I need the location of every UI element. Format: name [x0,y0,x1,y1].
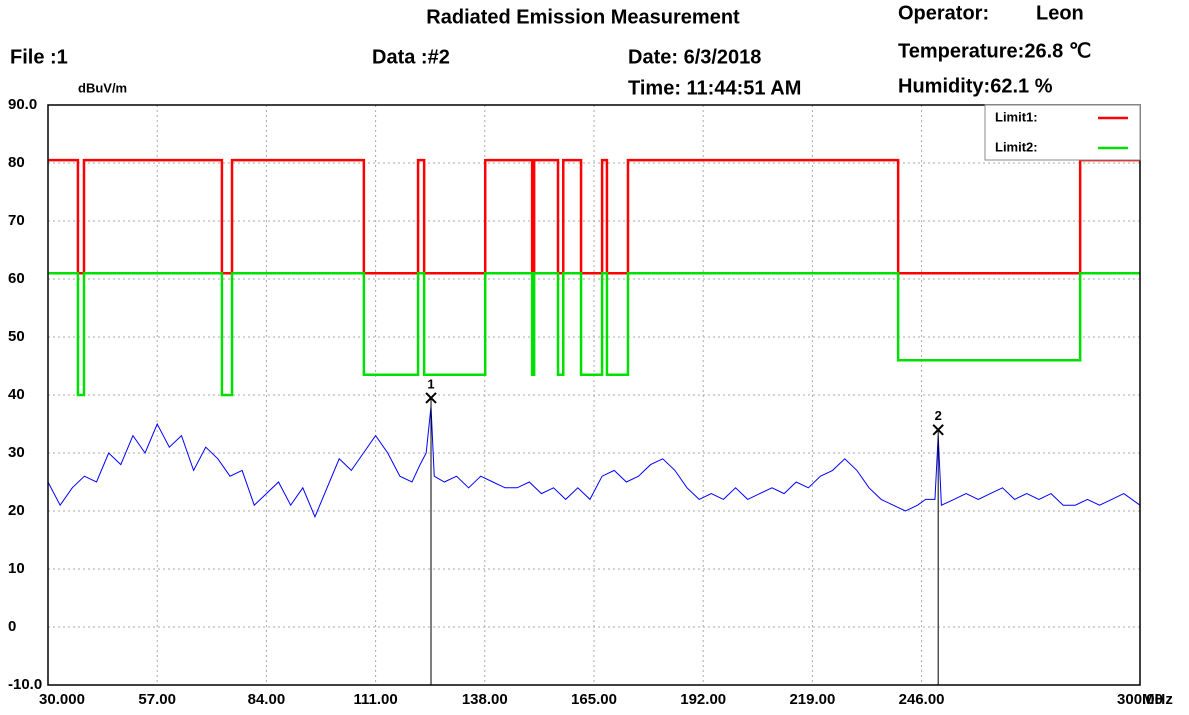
data-label: Data :#2 [372,46,450,68]
y-tick-label: 10 [8,560,25,577]
time-label: Time: 11:44:51 AM [628,77,801,99]
y-tick-label: 40 [8,386,25,403]
marker-cross-stroke [425,392,437,404]
temperature-label: Temperature:26.8 ℃ [898,40,1091,62]
date-label: Date: 6/3/2018 [628,46,761,68]
trace-line [47,406,1141,519]
x-tick-label: 57.00 [138,691,176,708]
y-tick-label: -10.0 [8,676,42,693]
operator-label: Operator: [898,2,989,24]
y-tick-label: 20 [8,502,25,519]
legend-box [984,104,1141,161]
y-tick-label: 0 [8,618,16,635]
y-tick-label: 50 [8,328,25,345]
x-tick-label: 84.00 [248,691,286,708]
x-tick-label: 219.00 [789,691,835,708]
marker-cross-stroke [932,424,944,436]
x-tick-label: 138.00 [462,691,508,708]
plot-frame [47,104,1141,686]
operator-name: Leon [1036,2,1084,24]
x-tick-label: 300.00 [1117,691,1163,708]
x-axis-unit: MHz [1142,691,1173,708]
chart-title: Radiated Emission Measurement [426,6,740,28]
x-tick-label: 30.000 [39,691,85,708]
marker-cross [932,424,944,436]
y-tick-label: 70 [8,212,25,229]
humidity-label: Humidity:62.1 % [898,75,1053,97]
y-tick-label: 60 [8,270,25,287]
x-tick-label: 165.00 [571,691,617,708]
file-label: File :1 [10,46,68,68]
marker-label: 1 [427,376,434,391]
y-tick-label: 30 [8,444,25,461]
legend-label: Limit2: [995,139,1038,154]
x-tick-label: 111.00 [353,691,397,708]
y-tick-label: 90.0 [8,96,37,113]
x-tick-label: 192.00 [680,691,726,708]
marker-cross [425,392,437,404]
limit-line [48,271,1140,397]
x-tick-label: 246.00 [899,691,945,708]
y-tick-label: 80 [8,154,25,171]
legend-label: Limit1: [995,109,1038,124]
y-axis-unit: dBuV/m [78,80,127,95]
marker-label: 2 [935,408,942,423]
